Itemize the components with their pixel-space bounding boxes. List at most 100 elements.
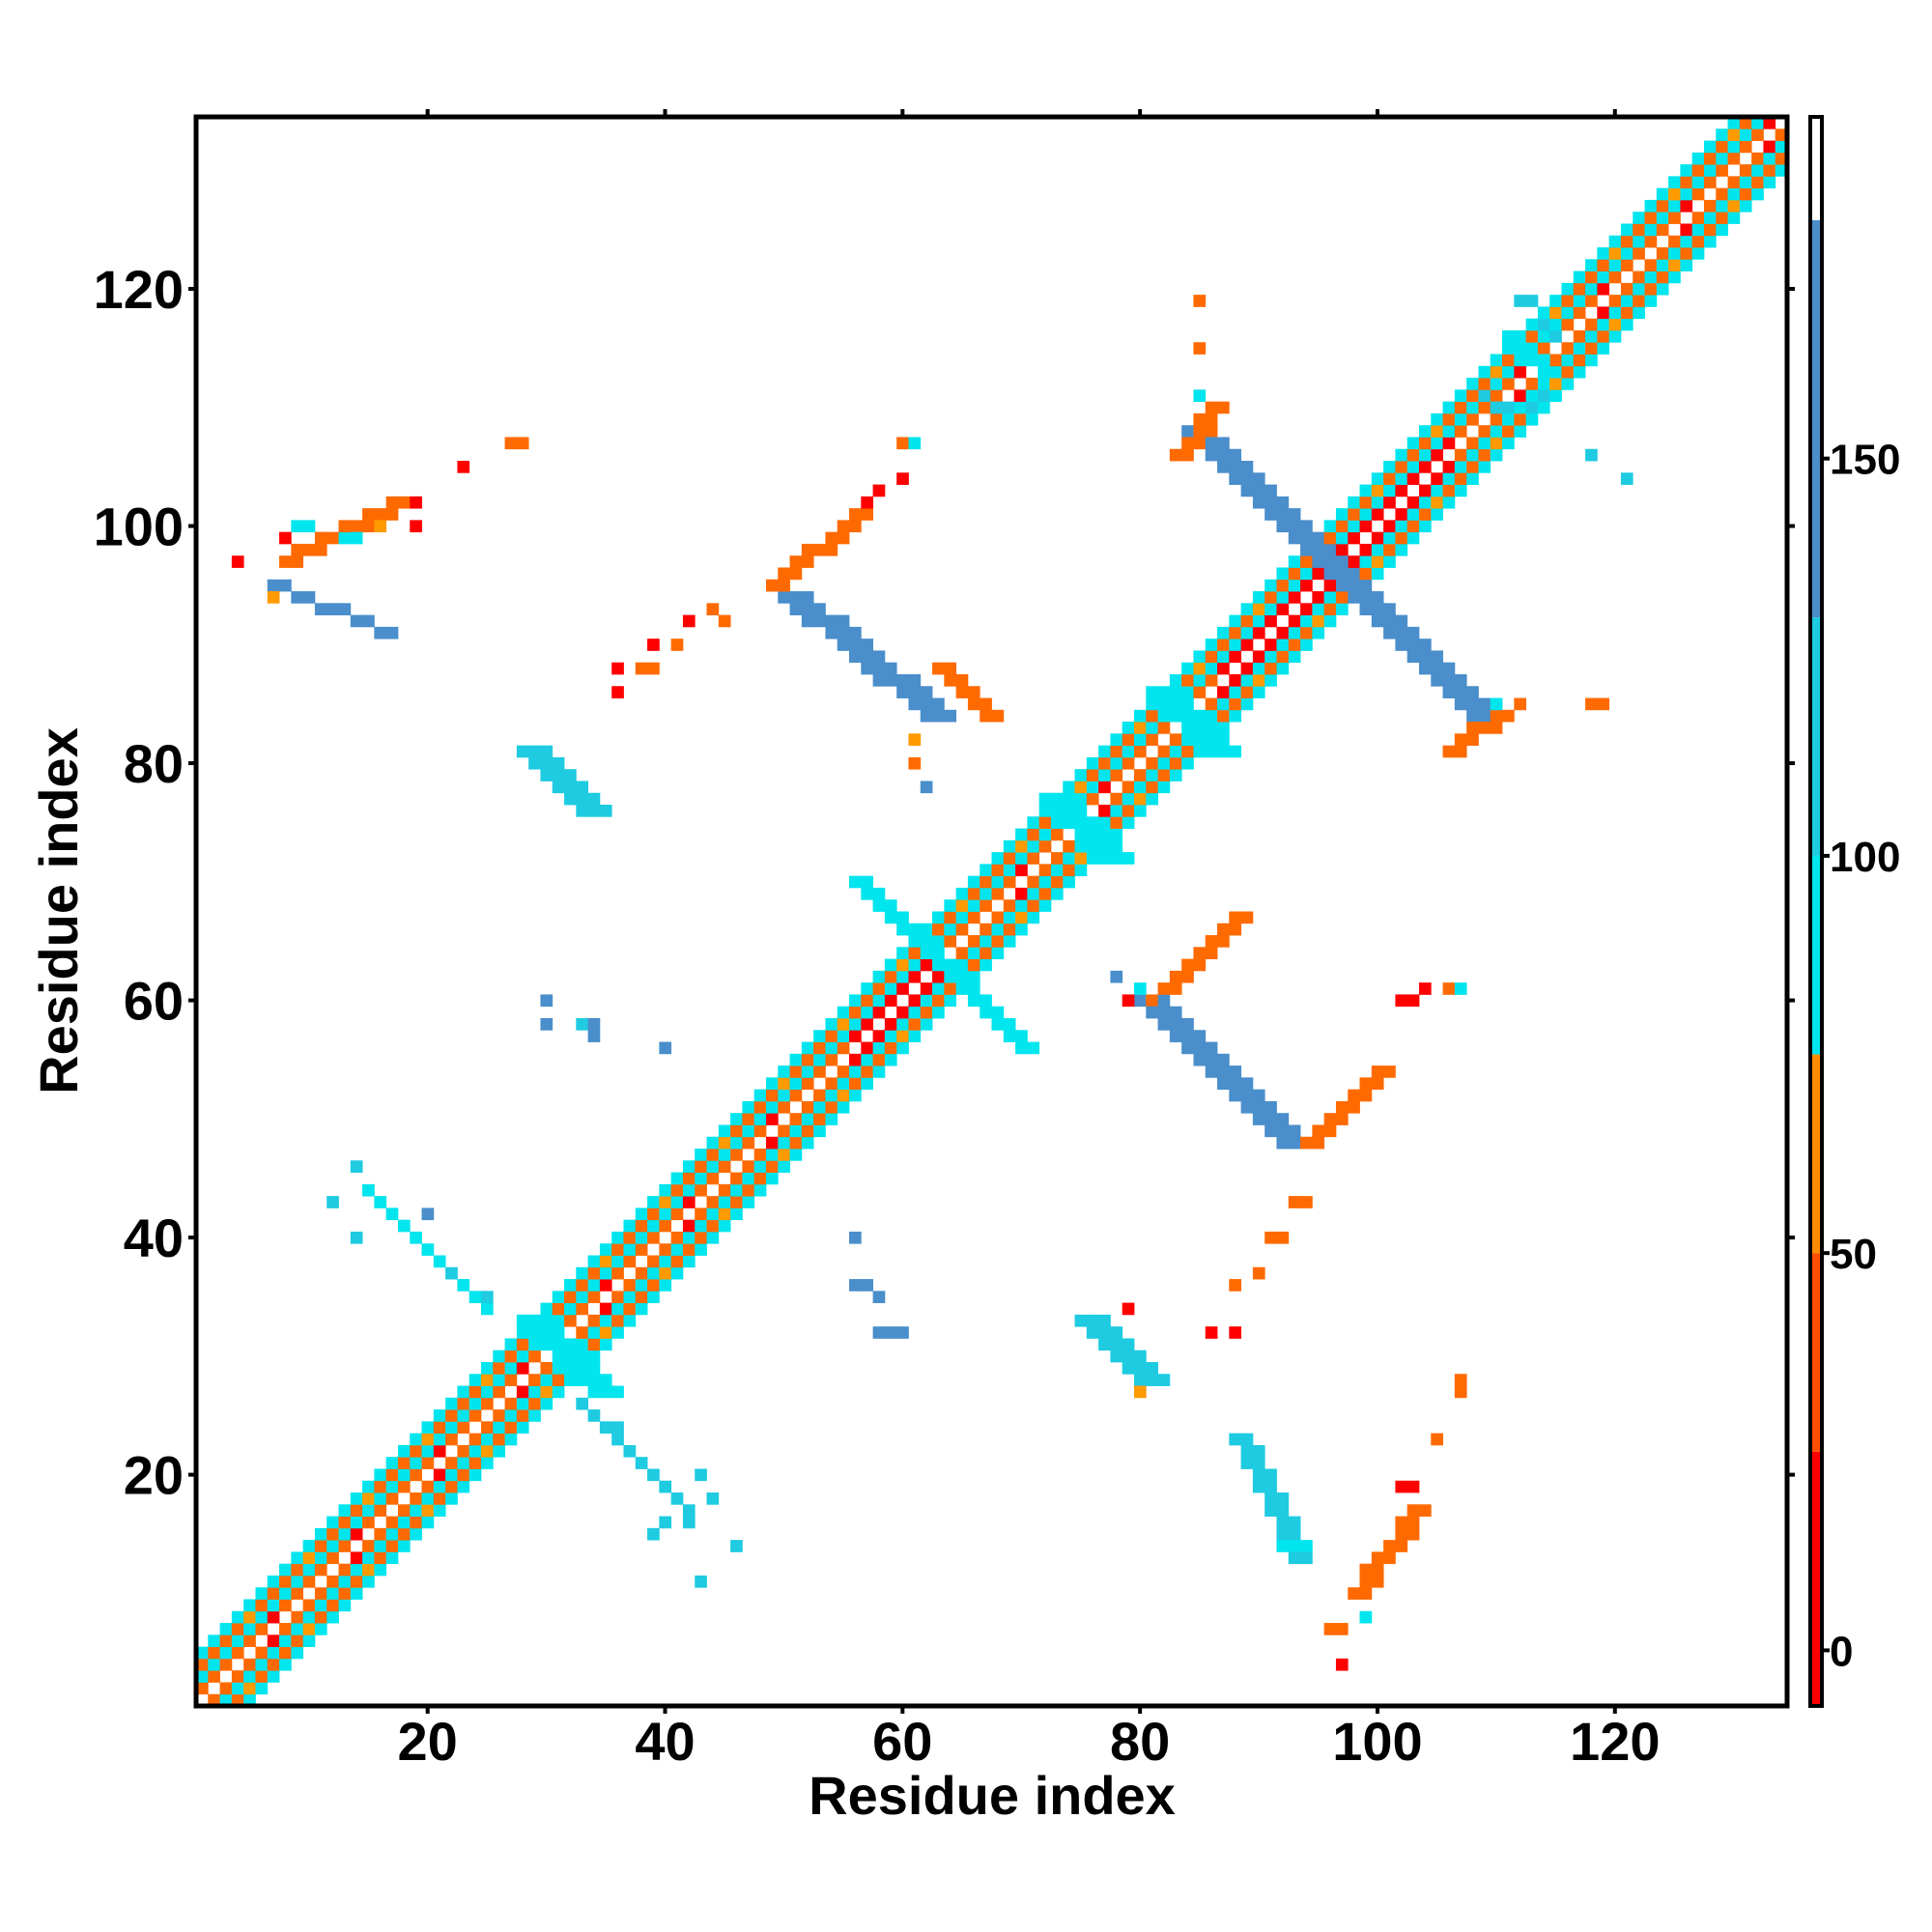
heatmap-cell xyxy=(279,1599,292,1612)
heatmap-cell xyxy=(1478,722,1492,734)
heatmap-cell xyxy=(1490,354,1503,367)
heatmap-cell xyxy=(504,1433,518,1446)
heatmap-cell xyxy=(1395,484,1408,497)
heatmap-cell xyxy=(1597,318,1610,331)
heatmap-cell xyxy=(1442,484,1456,497)
heatmap-cell xyxy=(944,970,957,983)
heatmap-cell xyxy=(1514,401,1526,414)
heatmap-cell xyxy=(1217,686,1230,698)
heatmap-cell xyxy=(1418,484,1432,497)
heatmap-cell xyxy=(1561,295,1575,307)
heatmap-cell xyxy=(801,1053,814,1066)
heatmap-cell xyxy=(1502,354,1515,367)
heatmap-cell xyxy=(1205,650,1218,664)
heatmap-cell xyxy=(243,1634,256,1648)
heatmap-cell xyxy=(1633,306,1645,320)
heatmap-cell xyxy=(1157,982,1171,995)
heatmap-cell xyxy=(1193,295,1207,307)
heatmap-cell xyxy=(1229,626,1242,639)
heatmap-cell xyxy=(1431,472,1443,485)
heatmap-cell xyxy=(314,1551,327,1565)
heatmap-cell xyxy=(1193,662,1207,675)
heatmap-cell xyxy=(1668,235,1681,248)
heatmap-cell xyxy=(1751,164,1764,177)
heatmap-cell xyxy=(410,1231,422,1244)
heatmap-cell xyxy=(670,1172,684,1185)
heatmap-cell xyxy=(872,1326,886,1339)
heatmap-cell xyxy=(1074,828,1088,841)
heatmap-cell xyxy=(1656,212,1669,224)
heatmap-cell xyxy=(599,1302,612,1316)
heatmap-cell xyxy=(1264,1113,1277,1125)
heatmap-cell xyxy=(635,1231,648,1244)
heatmap-cell xyxy=(706,1172,720,1185)
heatmap-cell xyxy=(884,1041,897,1055)
heatmap-cell xyxy=(967,935,980,948)
heatmap-cell xyxy=(1371,1563,1384,1577)
heatmap-cell xyxy=(872,899,886,912)
heatmap-cell xyxy=(623,1302,637,1316)
heatmap-cell xyxy=(327,1196,339,1208)
heatmap-cell xyxy=(1063,864,1075,877)
heatmap-cell xyxy=(682,1255,696,1268)
heatmap-cell xyxy=(1300,626,1313,639)
heatmap-cell xyxy=(350,520,363,533)
heatmap-cell xyxy=(291,1623,304,1635)
heatmap-cell xyxy=(350,1160,363,1173)
heatmap-cell xyxy=(327,1551,339,1565)
heatmap-cell xyxy=(1466,412,1479,426)
heatmap-cell xyxy=(1585,318,1598,331)
heatmap-cell xyxy=(659,1183,672,1197)
heatmap-cell xyxy=(1229,1065,1242,1078)
heatmap-cell xyxy=(980,935,992,948)
heatmap-cell xyxy=(1514,425,1526,438)
heatmap-cell xyxy=(1276,508,1290,521)
heatmap-cell xyxy=(1537,389,1550,403)
heatmap-cell xyxy=(1229,923,1242,936)
heatmap-cell xyxy=(1537,401,1550,414)
heatmap-cell xyxy=(564,1302,577,1316)
heatmap-cell xyxy=(980,923,992,936)
heatmap-cell xyxy=(1751,128,1764,141)
heatmap-cell xyxy=(706,603,720,615)
heatmap-cell xyxy=(659,1480,672,1493)
heatmap-cell xyxy=(1585,259,1598,271)
heatmap-cell xyxy=(765,1077,779,1091)
heatmap-cell xyxy=(374,1540,387,1552)
heatmap-cell xyxy=(706,1231,720,1244)
heatmap-cell xyxy=(540,1314,554,1327)
heatmap-cell xyxy=(1229,709,1242,723)
heatmap-cell xyxy=(1217,650,1230,664)
heatmap-cell xyxy=(861,1279,873,1292)
heatmap-cell xyxy=(1264,1100,1277,1114)
heatmap-cell xyxy=(410,496,422,509)
heatmap-cell xyxy=(1323,543,1337,556)
heatmap-cell xyxy=(516,1361,529,1375)
heatmap-cell xyxy=(861,887,873,900)
heatmap-cell xyxy=(1050,792,1064,806)
heatmap-cell xyxy=(1122,756,1135,770)
heatmap-cell xyxy=(1193,412,1207,426)
heatmap-cell xyxy=(1490,709,1503,723)
heatmap-cell xyxy=(1252,1266,1265,1280)
heatmap-cell xyxy=(1395,531,1408,545)
heatmap-cell xyxy=(1003,864,1016,877)
heatmap-cell xyxy=(1739,176,1752,189)
heatmap-cell xyxy=(1395,543,1408,556)
heatmap-cell xyxy=(1359,1610,1373,1624)
heatmap-cell xyxy=(1027,828,1040,841)
heatmap-cell xyxy=(1418,1504,1432,1517)
heatmap-cell xyxy=(1359,1575,1373,1588)
heatmap-cell xyxy=(908,1017,922,1031)
heatmap-cell xyxy=(991,947,1005,960)
heatmap-cell xyxy=(872,673,886,687)
heatmap-cell xyxy=(1110,745,1123,758)
heatmap-cell xyxy=(1240,1077,1254,1091)
heatmap-cell xyxy=(552,781,565,794)
heatmap-cell xyxy=(789,1065,803,1078)
heatmap-cell xyxy=(1098,1314,1111,1327)
heatmap-cell xyxy=(469,1374,482,1386)
heatmap-cell xyxy=(695,1208,707,1221)
heatmap-cell xyxy=(1418,425,1432,438)
heatmap-cell xyxy=(540,1017,554,1031)
